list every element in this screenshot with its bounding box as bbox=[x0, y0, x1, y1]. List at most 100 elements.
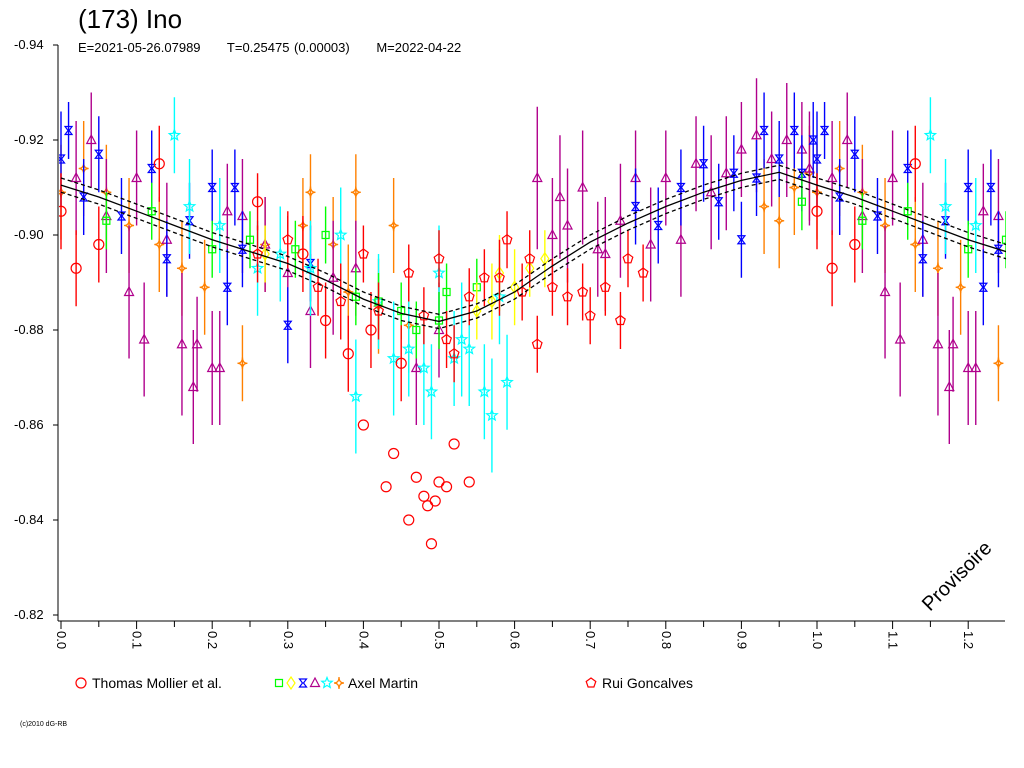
hourglass-marker bbox=[698, 159, 709, 169]
triangle-marker bbox=[970, 361, 982, 373]
circle-marker bbox=[388, 447, 400, 460]
triangle-marker bbox=[70, 171, 82, 183]
triangle-marker bbox=[841, 133, 853, 145]
fit-curve bbox=[60, 171, 1006, 323]
y-tick-label: -0.82 bbox=[14, 607, 44, 622]
triangle-marker bbox=[887, 171, 899, 183]
circle-marker bbox=[849, 238, 861, 251]
circle-marker bbox=[403, 514, 415, 526]
triangle-marker bbox=[894, 333, 906, 344]
triangle-marker bbox=[562, 219, 574, 230]
hourglass-marker bbox=[59, 154, 66, 164]
square-marker bbox=[147, 207, 156, 216]
epoch-label: E=2021-05-26.07989 bbox=[78, 40, 201, 55]
square-marker bbox=[245, 235, 255, 244]
triangle-marker bbox=[592, 242, 604, 254]
pentagon-marker bbox=[546, 281, 558, 292]
pentagon-marker bbox=[637, 267, 649, 278]
circle-marker bbox=[297, 248, 309, 260]
star-marker bbox=[401, 341, 416, 355]
triangle-marker bbox=[327, 271, 339, 282]
series-pentagon bbox=[252, 211, 649, 383]
hourglass-marker bbox=[653, 220, 663, 231]
legend: Thomas Mollier et al. Axel Martin Rui Go… bbox=[0, 675, 1024, 695]
star4-marker bbox=[237, 357, 248, 370]
star-marker bbox=[182, 199, 197, 213]
star-marker bbox=[424, 384, 439, 398]
chart-subtitle: E=2021-05-26.07989 T=0.25475 (0.00003) M… bbox=[78, 40, 483, 55]
series-star bbox=[167, 97, 983, 473]
hourglass-marker bbox=[759, 125, 769, 136]
triangle-marker bbox=[191, 337, 203, 349]
circle-marker bbox=[93, 238, 105, 251]
circle-marker bbox=[410, 471, 422, 483]
triangle-marker bbox=[546, 228, 558, 240]
pentagon-marker bbox=[357, 248, 369, 259]
x-tick-label: 0.5 bbox=[432, 631, 447, 649]
hourglass-marker bbox=[850, 149, 860, 159]
star4-marker bbox=[350, 186, 361, 199]
circle-marker bbox=[70, 262, 82, 274]
triangle-marker bbox=[614, 214, 626, 225]
triangle-marker bbox=[123, 285, 135, 297]
diamond-marker bbox=[487, 294, 497, 309]
legend-label: Rui Goncalves bbox=[602, 675, 694, 691]
star4-marker bbox=[774, 214, 785, 227]
star-marker bbox=[454, 332, 469, 346]
watermark-provisoire: Provisoire bbox=[918, 537, 996, 615]
circle-marker bbox=[448, 438, 460, 450]
y-tick-label: -0.88 bbox=[14, 322, 44, 337]
star4-marker bbox=[789, 181, 800, 194]
circle-marker bbox=[418, 490, 430, 502]
hourglass-marker bbox=[918, 254, 928, 264]
circle-marker bbox=[153, 158, 165, 170]
hourglass-marker bbox=[298, 678, 308, 688]
hourglass-marker bbox=[736, 235, 747, 245]
triangle-marker bbox=[599, 247, 611, 259]
star4-marker bbox=[199, 281, 210, 294]
hourglass-marker bbox=[774, 154, 784, 164]
legend-entry-rui-goncalves: Rui Goncalves bbox=[584, 675, 693, 691]
y-tick-label: -0.92 bbox=[14, 132, 44, 147]
hourglass-marker bbox=[714, 197, 724, 207]
square-marker bbox=[102, 216, 111, 225]
square-marker bbox=[208, 245, 217, 254]
pentagon-marker bbox=[524, 252, 536, 264]
hourglass-marker bbox=[963, 182, 973, 193]
series-diamond bbox=[260, 225, 550, 340]
circle-marker bbox=[75, 677, 87, 689]
pentagon-marker bbox=[282, 233, 294, 245]
square-marker bbox=[964, 245, 973, 254]
circle-marker bbox=[320, 314, 332, 327]
x-tick-label: 0.0 bbox=[54, 631, 69, 649]
triangle-marker bbox=[131, 171, 143, 183]
plot-area bbox=[59, 78, 1006, 550]
pentagon-marker bbox=[433, 252, 445, 264]
pentagon-marker bbox=[501, 233, 513, 245]
star-marker bbox=[485, 408, 499, 422]
circle-marker bbox=[463, 476, 475, 488]
legend-entry-thomas-mollier: Thomas Mollier et al. bbox=[74, 675, 222, 691]
circle-marker bbox=[251, 196, 264, 208]
y-tick-label: -0.94 bbox=[14, 37, 44, 52]
pentagon-marker bbox=[335, 295, 347, 307]
y-tick-label: -0.86 bbox=[14, 417, 44, 432]
triangle-marker bbox=[176, 337, 188, 349]
chart-title: (173) Ino bbox=[78, 4, 183, 34]
triangle-marker bbox=[309, 676, 321, 688]
star-marker bbox=[968, 218, 983, 232]
triangle-marker bbox=[735, 143, 747, 154]
hourglass-marker bbox=[978, 282, 989, 292]
pentagon-marker bbox=[585, 677, 597, 688]
hourglass-marker bbox=[808, 135, 818, 145]
hourglass-marker bbox=[751, 173, 762, 183]
square-marker bbox=[472, 283, 481, 292]
star-marker bbox=[320, 676, 334, 689]
hourglass-marker bbox=[819, 125, 830, 136]
star-marker bbox=[938, 199, 953, 213]
pentagon-marker bbox=[312, 281, 324, 292]
series-circle bbox=[59, 125, 921, 550]
triangle-marker bbox=[282, 266, 294, 278]
square-marker bbox=[274, 678, 284, 688]
star-marker bbox=[923, 128, 938, 142]
